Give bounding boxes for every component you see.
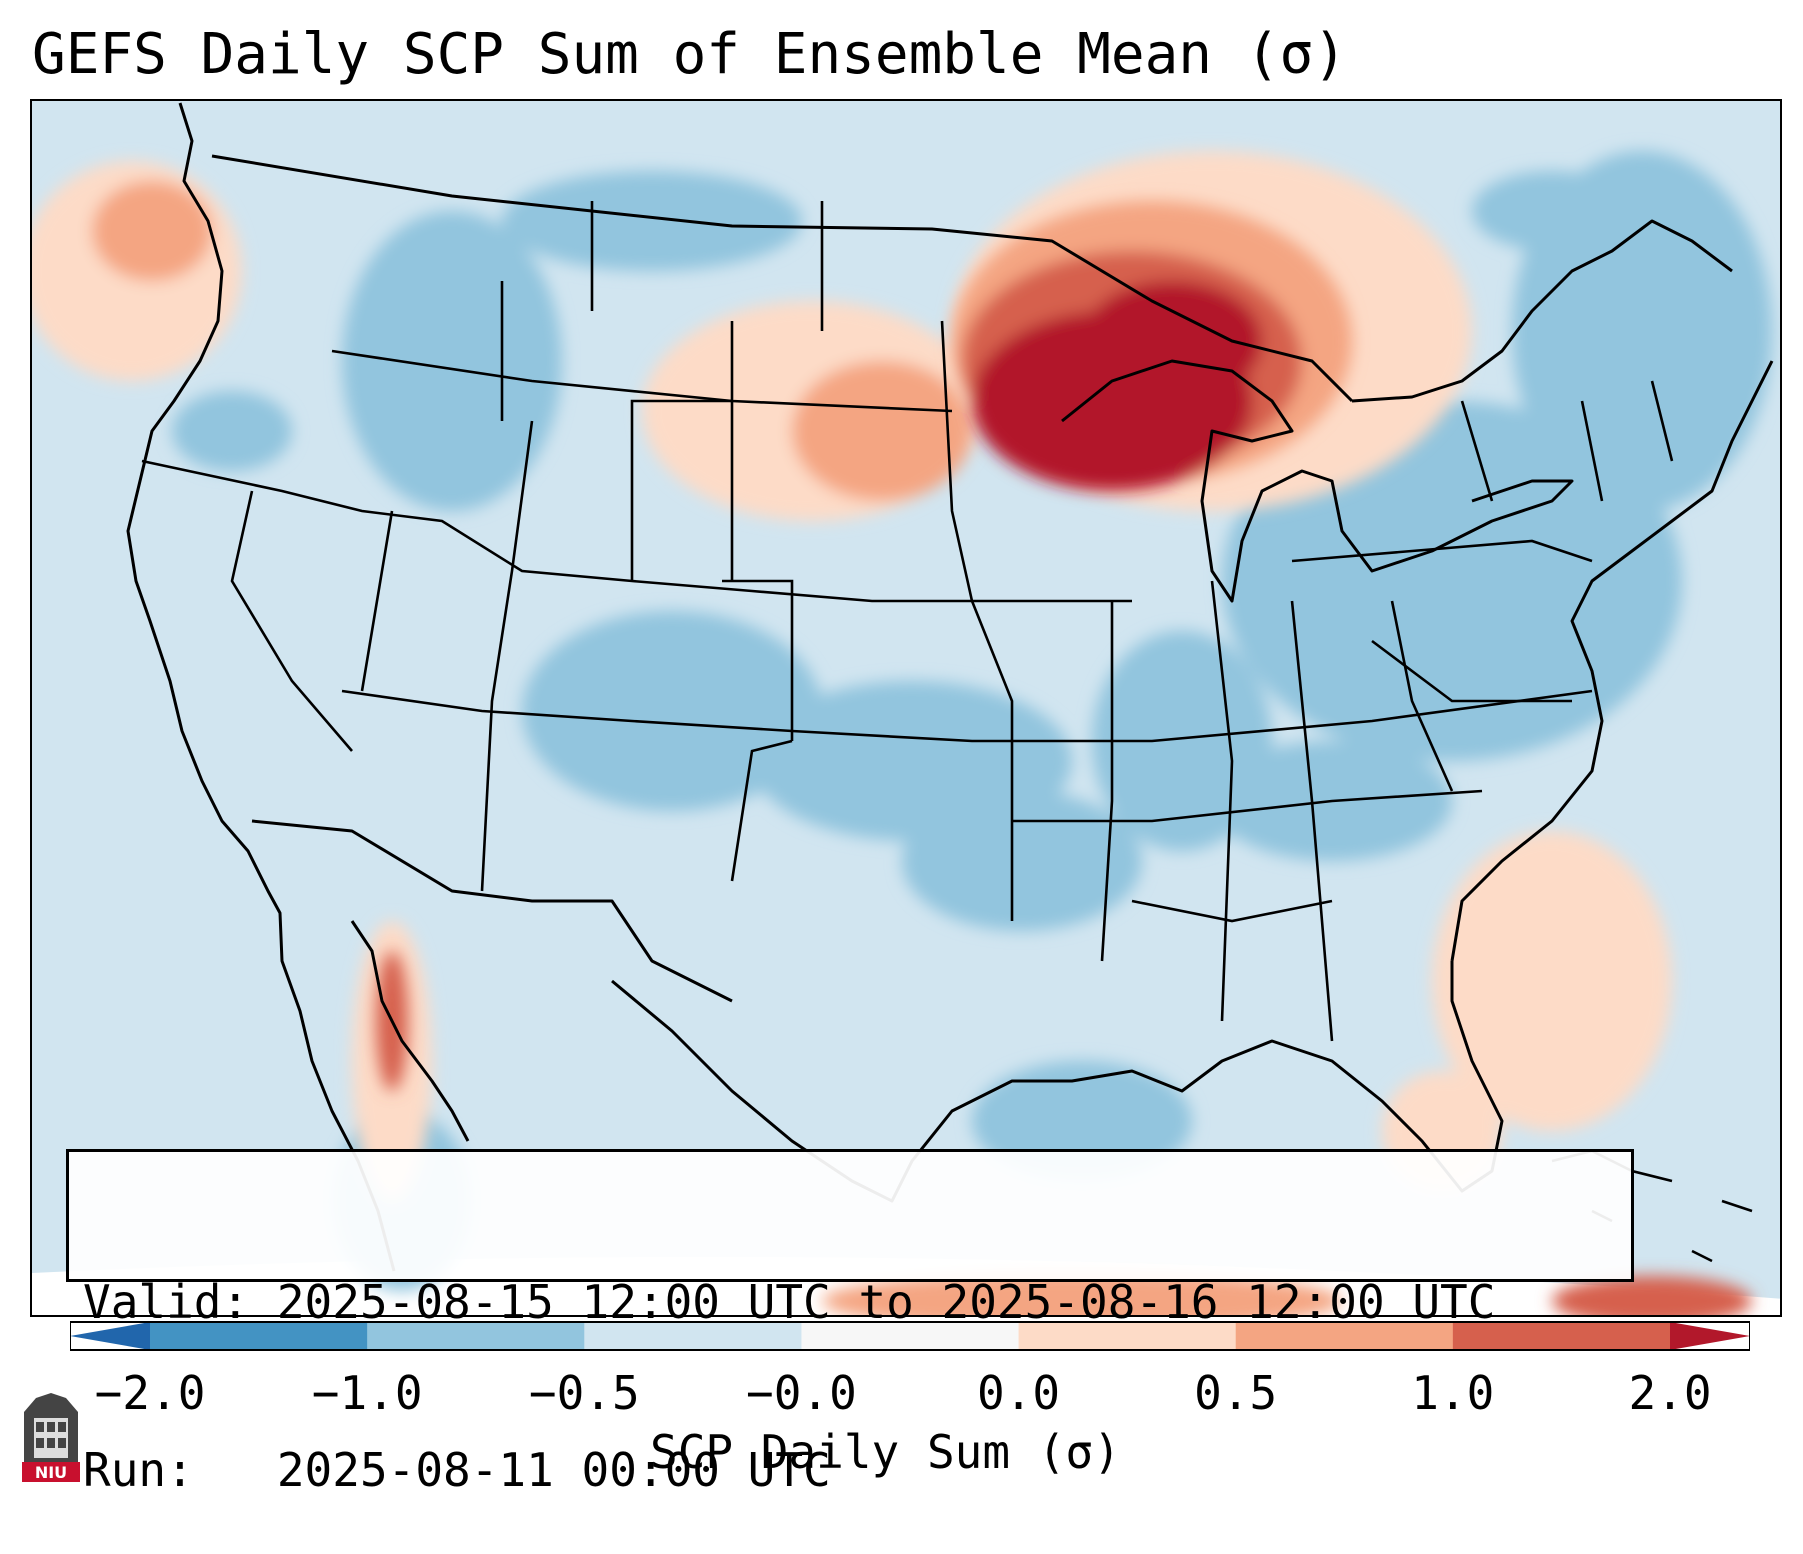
colorbar-tick-label: 1.0 xyxy=(1411,1366,1495,1420)
colorbar-label: SCP Daily Sum (σ) xyxy=(650,1425,1121,1479)
east-canada-border xyxy=(1351,219,1733,403)
colorbar-tick-label: 2.0 xyxy=(1628,1366,1712,1420)
logo-text: NIU xyxy=(35,1463,67,1482)
colorbar-segment xyxy=(1235,1322,1454,1350)
west-coastline xyxy=(126,102,396,1272)
run-time-text: Run: 2025-08-11 00:00 UTC xyxy=(83,1443,831,1497)
colorbar-under-arrow xyxy=(70,1322,150,1350)
colorbar-segment xyxy=(367,1322,585,1350)
colorbar-outline xyxy=(70,1321,1750,1351)
map-canvas xyxy=(32,101,1780,1315)
colorbar-tick-label: −0.0 xyxy=(746,1366,857,1420)
valid-run-info-box: Valid: 2025-08-15 12:00 UTC to 2025-08-1… xyxy=(66,1149,1634,1497)
colorbar-tick-label: 0.5 xyxy=(1194,1366,1278,1420)
canada-border xyxy=(211,154,1354,403)
colorbar-tick-label: 0.0 xyxy=(977,1366,1061,1420)
colorbar xyxy=(70,1321,1750,1351)
map-title: GEFS Daily SCP Sum of Ensemble Mean (σ) xyxy=(32,22,1347,87)
state-boundaries xyxy=(141,201,1674,1042)
colorbar-tick-label: −0.5 xyxy=(528,1366,640,1420)
great-lakes xyxy=(1061,359,1574,603)
colorbar-tick-label: −2.0 xyxy=(94,1366,206,1420)
colorbar-segment xyxy=(584,1322,802,1350)
colorbar-segment xyxy=(801,1322,1020,1350)
colorbar-segment xyxy=(150,1322,368,1350)
niu-logo: NIU xyxy=(22,1393,80,1482)
map-panel xyxy=(30,99,1782,1317)
colorbar-segments xyxy=(150,1322,1671,1350)
colorbar-over-arrow xyxy=(1670,1322,1750,1350)
baja-gulf-coast xyxy=(350,920,470,1142)
colorbar-segment xyxy=(1018,1322,1237,1350)
east-coastline xyxy=(1450,360,1774,962)
mexico-border xyxy=(251,819,733,1003)
valid-time-text: Valid: 2025-08-15 12:00 UTC to 2025-08-1… xyxy=(83,1275,1496,1329)
colorbar-segment xyxy=(1452,1322,1671,1350)
colorbar-tick-label: −1.0 xyxy=(311,1366,423,1420)
negative-anomaly-areas xyxy=(172,151,1772,1291)
